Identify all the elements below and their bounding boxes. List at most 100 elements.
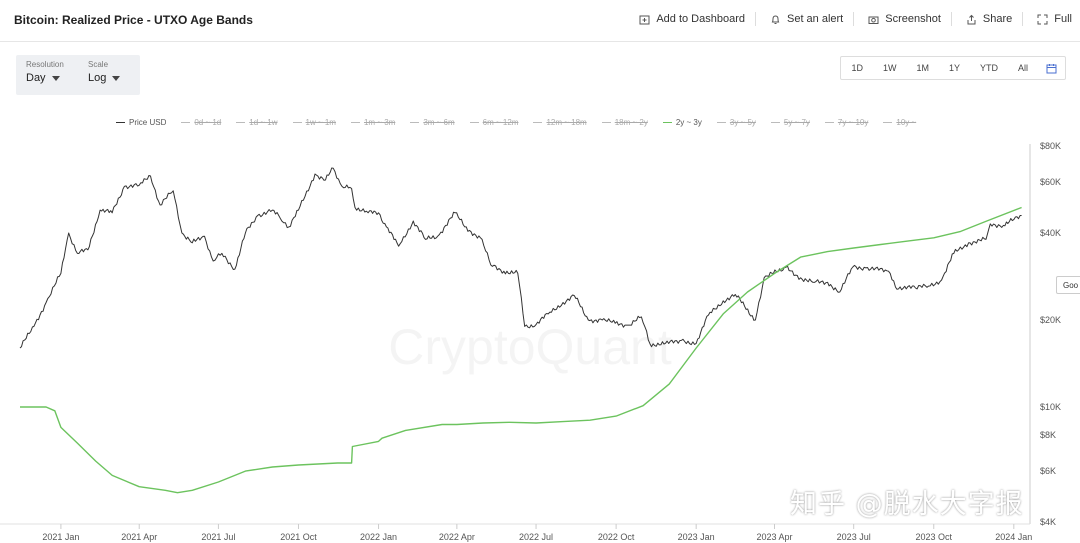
x-tick-label: 2024 Jan <box>995 532 1032 542</box>
x-tick-label: 2021 Jul <box>201 532 235 542</box>
y-tick-label: $8K <box>1040 430 1056 440</box>
share-icon <box>967 14 976 24</box>
x-tick-label: 2021 Apr <box>121 532 157 542</box>
y-tick-label: $20K <box>1040 315 1061 325</box>
resolution-select[interactable]: Resolution Day <box>16 55 78 95</box>
range-1m-button[interactable]: 1M <box>916 63 929 73</box>
legend-swatch <box>469 122 479 123</box>
screenshot-button[interactable]: Screenshot <box>868 13 941 25</box>
share-button[interactable]: Share <box>966 13 1012 25</box>
legend-label: 3y ~ 5y <box>729 118 756 127</box>
range-1w-button[interactable]: 1W <box>882 63 897 73</box>
scale-select[interactable]: Scale Log <box>78 55 140 95</box>
legend-swatch <box>350 122 360 123</box>
range-1y-button[interactable]: 1Y <box>948 63 960 73</box>
y-tick-labels: $80K $60K $40K $20K $10K $8K $6K $4K <box>1040 141 1061 527</box>
legend-swatch <box>601 122 611 123</box>
fullscreen-icon <box>1037 14 1048 24</box>
y-axis-line <box>0 144 1031 525</box>
legend-item[interactable]: 6m ~ 12m <box>469 118 519 127</box>
chart-area: CryptoQuant $80K $60K $40K $20K $10K $8K $6K $4… <box>0 141 1061 542</box>
legend-item[interactable]: 3y ~ 5y <box>716 118 756 127</box>
legend-swatch <box>292 122 302 123</box>
x-tick-label: 2023 Apr <box>756 532 792 542</box>
bell-icon <box>771 14 780 24</box>
side-button[interactable]: Goo <box>1056 276 1080 294</box>
legend-swatch <box>533 122 543 123</box>
x-tick-label: 2023 Jul <box>837 532 871 542</box>
range-selector: 1D 1W 1M 1Y YTD All <box>840 56 1066 80</box>
legend-item[interactable]: 7y ~ 10y <box>824 118 869 127</box>
camera-icon <box>868 16 879 24</box>
legend-item[interactable]: Price USD <box>116 118 166 127</box>
legend-item[interactable]: 1d ~ 1w <box>236 118 278 127</box>
x-tick-label: 2023 Jan <box>678 532 715 542</box>
legend-label: 7y ~ 10y <box>837 118 869 127</box>
legend-label: 12m ~ 18m <box>546 118 587 127</box>
legend-item[interactable]: 12m ~ 18m <box>533 118 587 127</box>
legend-label: 18m ~ 2y <box>614 118 648 127</box>
legend-swatch <box>824 122 834 123</box>
add-to-dashboard-label: Add to Dashboard <box>656 13 745 25</box>
legend-label: 1w ~ 1m <box>305 118 336 127</box>
series-line-2y-3y <box>20 206 1022 494</box>
page-title: Bitcoin: Realized Price - UTXO Age Bands <box>14 13 253 27</box>
resolution-value: Day <box>26 72 46 84</box>
watermark: CryptoQuant <box>388 319 672 375</box>
full-button[interactable]: Full <box>1037 13 1072 25</box>
legend-label: 0d ~ 1d <box>194 118 222 127</box>
range-all-button[interactable]: All <box>1017 63 1028 73</box>
chevron-down-icon <box>112 75 121 81</box>
legend-swatch <box>883 122 893 123</box>
x-tick-label: 2021 Oct <box>280 532 317 542</box>
x-tick-label: 2023 Oct <box>915 532 952 542</box>
x-tick-label: 2021 Jan <box>42 532 79 542</box>
legend-item[interactable]: 5y ~ 7y <box>770 118 810 127</box>
chart-controls: Resolution Day Scale Log <box>16 55 140 95</box>
set-alert-label: Set an alert <box>786 13 844 25</box>
share-label: Share <box>982 13 1013 25</box>
legend-label: 2y ~ 3y <box>675 118 702 127</box>
legend-label: 10y ~ <box>896 118 917 127</box>
add-to-dashboard-button[interactable]: Add to Dashboard <box>639 13 745 25</box>
y-tick-label: $40K <box>1040 228 1061 238</box>
calendar-button[interactable] <box>1038 63 1065 74</box>
x-tick-label: 2022 Jul <box>519 532 553 542</box>
legend-swatch <box>410 122 420 123</box>
legend-swatch <box>770 122 780 123</box>
top-bar: Bitcoin: Realized Price - UTXO Age Bands… <box>0 0 1080 42</box>
divider <box>754 12 756 26</box>
legend-swatch <box>716 122 726 123</box>
scale-value: Log <box>88 72 107 84</box>
x-tick-label: 2022 Jan <box>360 532 397 542</box>
x-tick-labels: 2021 Jan 2021 Apr 2021 Jul 2021 Oct 2022 Jan… <box>42 532 1032 542</box>
divider <box>950 12 952 26</box>
legend-label: 1m ~ 3m <box>363 118 396 127</box>
legend-item[interactable]: 10y ~ <box>883 118 916 127</box>
legend-label: 6m ~ 12m <box>482 118 519 127</box>
dashboard-add-icon <box>639 15 650 24</box>
header-actions: Add to Dashboard Set an alert Screenshot… <box>625 12 1072 26</box>
y-tick-label: $10K <box>1040 402 1061 412</box>
legend-item[interactable]: 2y ~ 3y <box>662 118 702 127</box>
legend-swatch <box>236 122 246 123</box>
full-label: Full <box>1054 13 1072 25</box>
series-lines <box>19 167 1022 494</box>
range-1d-button[interactable]: 1D <box>851 63 863 73</box>
y-tick-label: $6K <box>1040 466 1056 476</box>
set-alert-button[interactable]: Set an alert <box>770 13 843 25</box>
range-ytd-button[interactable]: YTD <box>979 63 998 73</box>
y-tick-label: $4K <box>1040 517 1056 527</box>
legend-item[interactable]: 1m ~ 3m <box>350 118 396 127</box>
scale-label: Scale <box>88 60 109 69</box>
legend-label: Price USD <box>129 118 167 127</box>
calendar-icon <box>1046 63 1057 73</box>
x-tick-label: 2022 Apr <box>439 532 475 542</box>
legend-item[interactable]: 18m ~ 2y <box>601 118 648 127</box>
legend-item[interactable]: 1w ~ 1m <box>292 118 336 127</box>
y-tick-label: $80K <box>1040 141 1061 151</box>
legend-item[interactable]: 3m ~ 6m <box>410 118 455 127</box>
legend-item[interactable]: 0d ~ 1d <box>181 118 221 127</box>
legend-label: 3m ~ 6m <box>423 118 455 127</box>
legend-swatch <box>181 122 191 123</box>
